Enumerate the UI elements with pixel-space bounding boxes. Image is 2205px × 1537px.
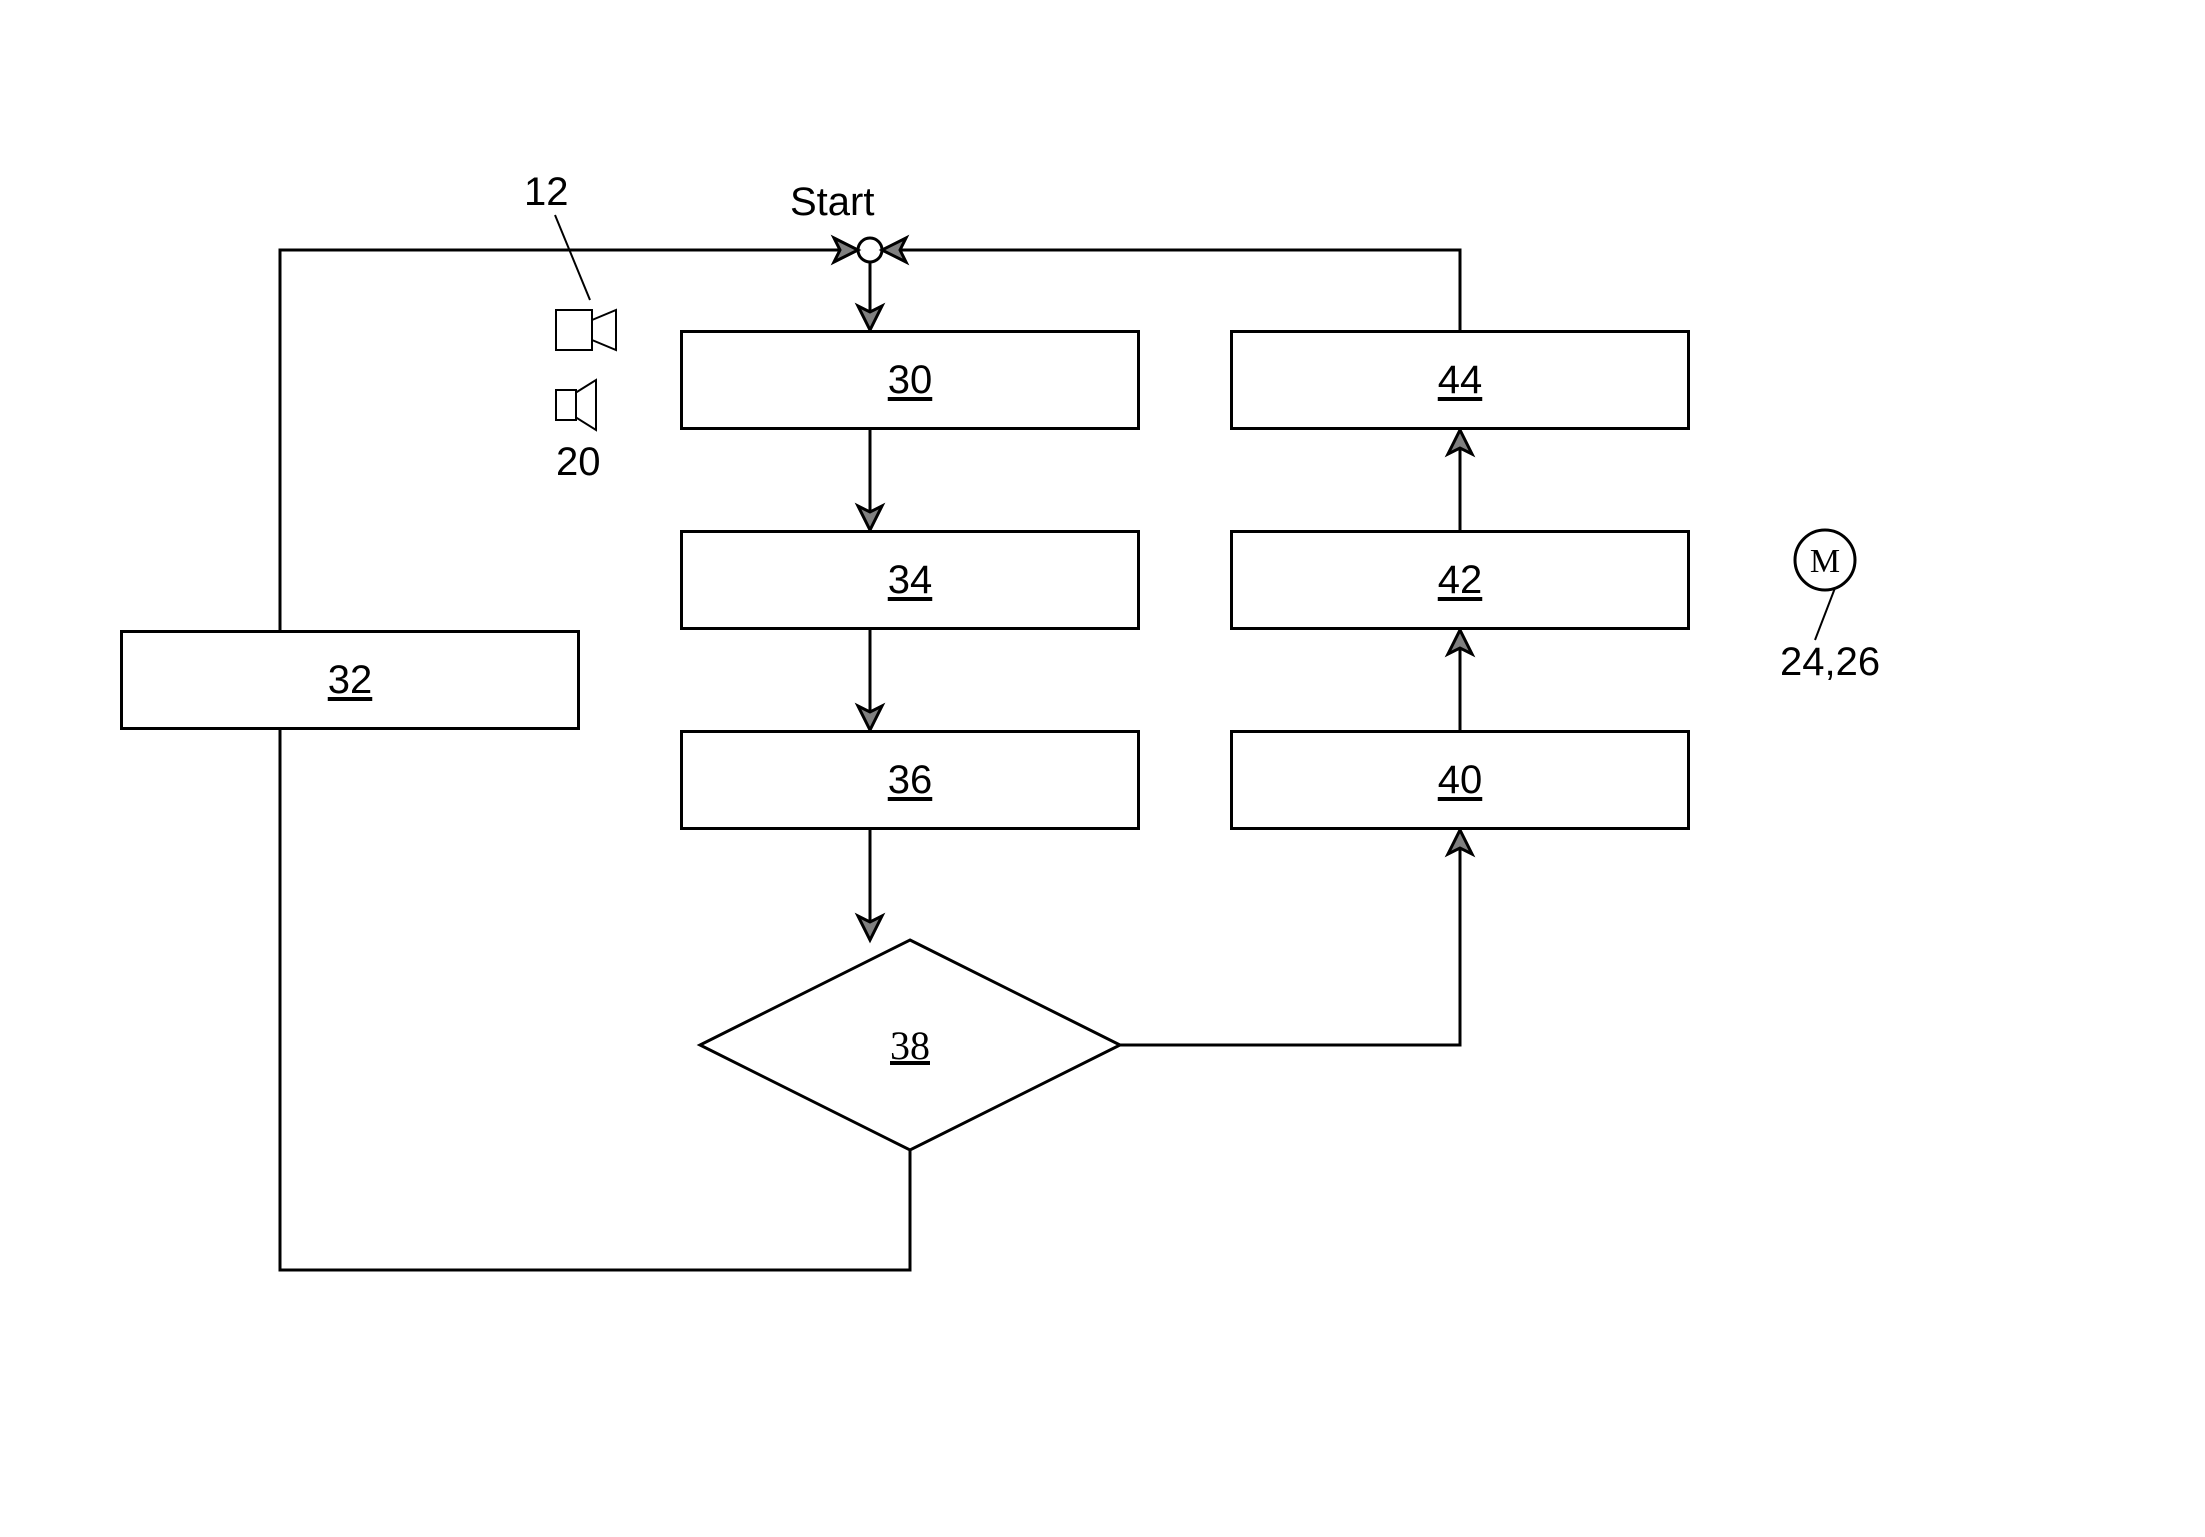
node-44-label: 44 [1438,358,1483,403]
node-42: 42 [1230,530,1690,630]
node-36: 36 [680,730,1140,830]
annotation-24-26: 24,26 [1780,640,1880,685]
node-32: 32 [120,630,580,730]
node-34-label: 34 [888,558,933,603]
node-32-label: 32 [328,658,373,703]
annotation-20: 20 [556,440,601,485]
node-30: 30 [680,330,1140,430]
svg-text:M: M [1810,543,1840,580]
node-40: 40 [1230,730,1690,830]
node-44: 44 [1230,330,1690,430]
start-label: Start [790,180,874,225]
node-30-label: 30 [888,358,933,403]
node-42-label: 42 [1438,558,1483,603]
node-34: 34 [680,530,1140,630]
svg-text:38: 38 [890,1023,930,1068]
annotation-12: 12 [524,170,569,215]
node-40-label: 40 [1438,758,1483,803]
node-36-label: 36 [888,758,933,803]
